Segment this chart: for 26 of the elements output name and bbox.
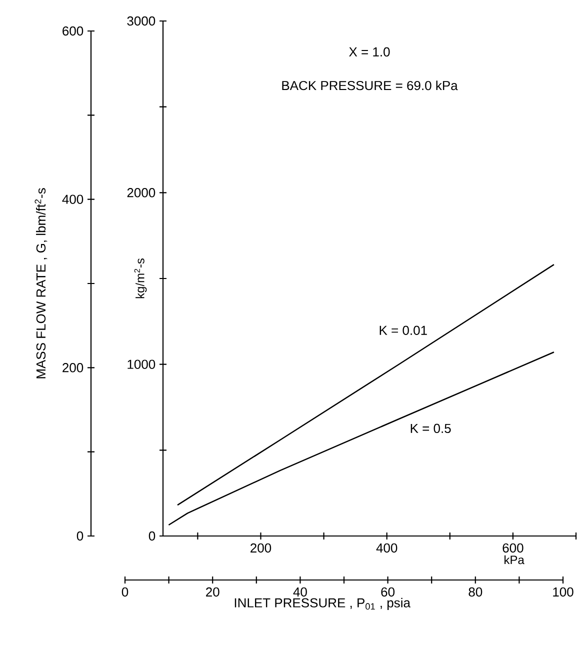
- y2-tick-label: 400: [62, 194, 84, 204]
- annotation: X = 1.0: [349, 47, 390, 56]
- y-tick-label: 3000: [127, 16, 156, 26]
- y2-axis-title: MASS FLOW RATE , G, lbm/ft$^{2}$-s: [34, 188, 48, 378]
- x-axis-title: kPa: [504, 555, 524, 564]
- x2-tick-label: 20: [206, 587, 220, 597]
- y2-tick-label: 600: [62, 26, 84, 36]
- x2-tick-label: 100: [553, 587, 574, 597]
- line-series: [176, 264, 555, 506]
- x2-tick-label: 80: [468, 587, 482, 597]
- x2-tick-label: 60: [381, 587, 395, 597]
- y-tick-label: 0: [148, 531, 156, 541]
- series-label: K = 0.01: [380, 326, 427, 335]
- x-tick-label: 600: [502, 543, 524, 553]
- x-tick-label: 400: [376, 543, 398, 553]
- y2-tick-label: 200: [62, 363, 84, 372]
- y2-tick-label: 0: [76, 531, 84, 541]
- x2-axis-title: INLET PRESSURE , P$_{01}$ , psia: [234, 598, 410, 610]
- y-tick-label: 2000: [127, 188, 156, 198]
- x2-tick-label: 40: [293, 587, 307, 597]
- annotation: BACK PRESSURE = 69.0 kPa: [282, 80, 458, 90]
- y-tick-label: 1000: [128, 360, 156, 369]
- series-label: K = 0.5: [410, 424, 451, 434]
- x-tick-label: 200: [250, 543, 272, 553]
- y-axis-title: kg/m$^{2}$-s: [134, 258, 147, 298]
- line-series: [168, 351, 555, 526]
